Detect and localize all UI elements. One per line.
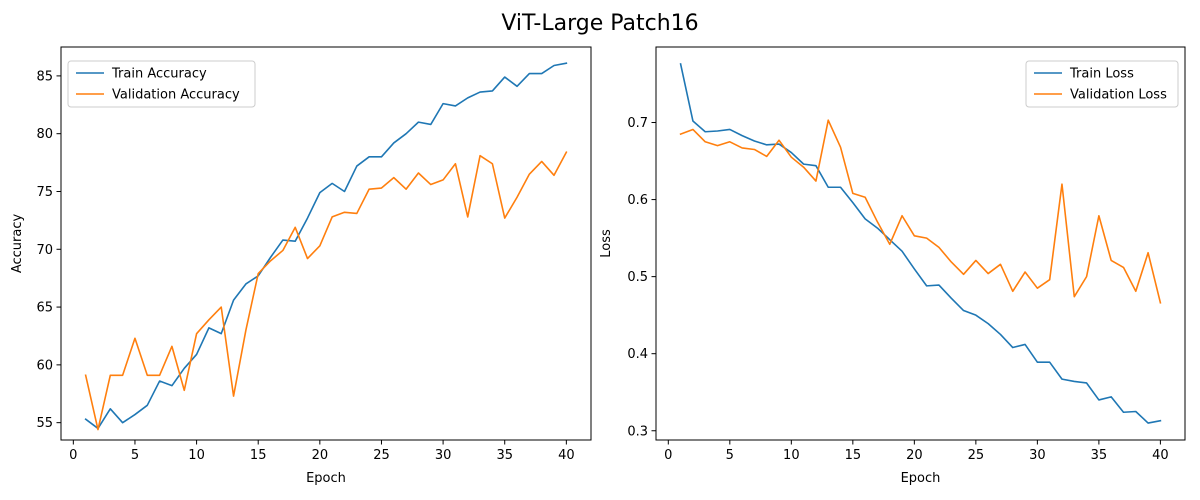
accuracy-legend-box bbox=[67, 60, 256, 108]
loss-x-tick-label: 25 bbox=[968, 448, 985, 463]
accuracy-x-tick-label: 0 bbox=[69, 448, 77, 463]
accuracy-x-tick-label: 35 bbox=[496, 448, 513, 463]
loss-x-tick-label: 40 bbox=[1152, 448, 1169, 463]
accuracy-legend-label-validation: Validation Accuracy bbox=[112, 88, 240, 103]
accuracy-axes-frame bbox=[60, 46, 592, 441]
loss-x-tick-label: 15 bbox=[845, 448, 862, 463]
loss-y-axis-label: Loss bbox=[599, 229, 614, 258]
accuracy-series-line-train bbox=[84, 62, 568, 430]
loss-y-tick-label: 0.7 bbox=[627, 116, 648, 131]
accuracy-y-axis-label: Accuracy bbox=[10, 214, 25, 274]
loss-x-tick-label: 0 bbox=[664, 448, 672, 463]
accuracy-y-tick-label: 75 bbox=[36, 185, 53, 200]
loss-x-tick-label: 5 bbox=[726, 448, 734, 463]
loss-x-axis-label: Epoch bbox=[901, 471, 941, 486]
loss-series-line-train bbox=[679, 62, 1162, 424]
accuracy-y-tick-label: 65 bbox=[36, 301, 53, 316]
accuracy-x-axis-label: Epoch bbox=[306, 471, 346, 486]
accuracy-series-line-validation bbox=[84, 151, 568, 431]
loss-chart: 0 5 10 15 20 25 30 35 40 0.3 0.4 0.5 0.6 0.7 Epoch Loss… bbox=[599, 46, 1186, 486]
loss-legend: Train Loss Validation Loss bbox=[1025, 60, 1179, 108]
accuracy-y-tick-label: 70 bbox=[36, 243, 53, 258]
loss-y-tick-label: 0.3 bbox=[627, 424, 648, 439]
accuracy-series-group bbox=[84, 62, 568, 431]
loss-series-group bbox=[679, 62, 1162, 424]
accuracy-x-tick-label: 20 bbox=[312, 448, 329, 463]
accuracy-x-tick-label: 25 bbox=[373, 448, 390, 463]
loss-legend-label-validation: Validation Loss bbox=[1070, 88, 1167, 103]
accuracy-y-tick-label: 85 bbox=[36, 69, 53, 84]
loss-x-tick-label: 30 bbox=[1029, 448, 1046, 463]
loss-legend-box bbox=[1025, 60, 1179, 108]
accuracy-y-tick-label: 55 bbox=[36, 416, 53, 431]
accuracy-legend: Train Accuracy Validation Accuracy bbox=[67, 60, 256, 108]
accuracy-chart: 0 5 10 15 20 25 30 35 40 55 60 65 70 75 80 85 Epoch Accur… bbox=[10, 46, 592, 486]
accuracy-x-tick-label: 30 bbox=[435, 448, 452, 463]
loss-series-line-validation bbox=[679, 119, 1162, 304]
accuracy-x-tick-label: 10 bbox=[188, 448, 205, 463]
accuracy-x-tick-label: 40 bbox=[558, 448, 575, 463]
accuracy-x-tick-label: 5 bbox=[131, 448, 139, 463]
accuracy-y-tick-label: 60 bbox=[36, 358, 53, 373]
accuracy-legend-label-train: Train Accuracy bbox=[111, 67, 207, 82]
loss-y-tick-label: 0.6 bbox=[627, 193, 648, 208]
loss-y-tick-label: 0.4 bbox=[627, 347, 648, 362]
loss-y-tick-label: 0.5 bbox=[627, 270, 648, 285]
loss-legend-label-train: Train Loss bbox=[1069, 67, 1134, 82]
accuracy-y-tick-label: 80 bbox=[36, 127, 53, 142]
figure-title: ViT-Large Patch16 bbox=[501, 11, 698, 36]
accuracy-x-tick-label: 15 bbox=[250, 448, 267, 463]
loss-axes-frame bbox=[655, 46, 1186, 441]
loss-x-tick-label: 20 bbox=[906, 448, 923, 463]
loss-x-tick-label: 10 bbox=[783, 448, 800, 463]
loss-x-tick-label: 35 bbox=[1091, 448, 1108, 463]
